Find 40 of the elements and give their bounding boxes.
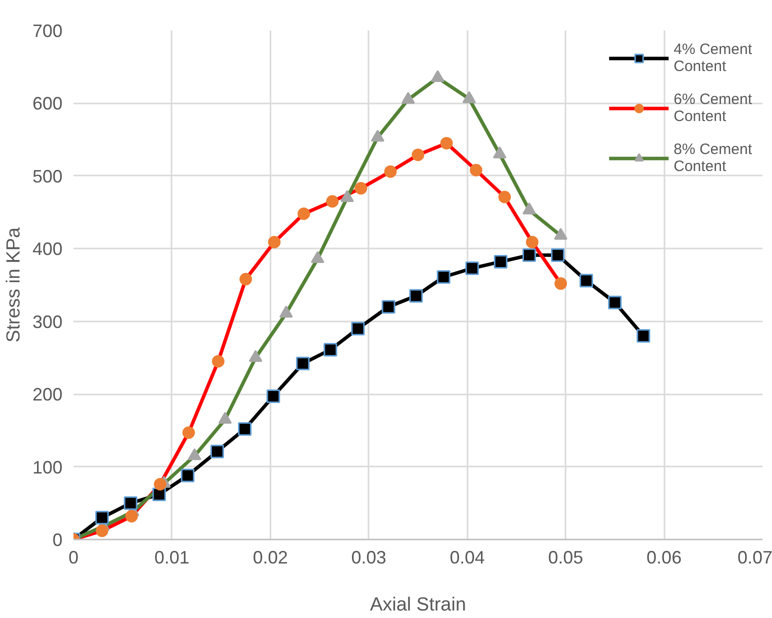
y-tick-label: 600 — [32, 94, 63, 114]
legend-label: 6% Cement Content — [674, 90, 752, 126]
y-tick-label: 400 — [32, 239, 63, 260]
point — [95, 510, 109, 524]
legend-label: 4% Cement Content — [674, 40, 752, 76]
x-tick-label: 0 — [68, 548, 79, 568]
point — [382, 300, 396, 314]
x-tick-label: 0.02 — [252, 548, 288, 568]
point — [238, 422, 252, 436]
y-tick-label: 300 — [32, 312, 63, 332]
y-tick-label: 700 — [32, 21, 63, 41]
point — [266, 390, 280, 404]
point — [522, 248, 536, 262]
point — [551, 248, 565, 262]
point — [608, 296, 622, 310]
point — [436, 270, 450, 284]
point — [210, 444, 224, 458]
point — [351, 322, 365, 336]
point — [580, 274, 594, 288]
point — [465, 262, 479, 276]
point — [324, 342, 338, 356]
x-axis-title: Axial Strain — [370, 594, 466, 616]
x-tick-label: 0.06 — [646, 548, 682, 568]
x-tick-label: 0.07 — [737, 548, 772, 568]
y-tick-label: 500 — [32, 166, 63, 186]
x-tick-label: 0.04 — [450, 548, 485, 568]
point — [636, 329, 650, 343]
y-tick-label: 100 — [32, 457, 63, 478]
point — [494, 254, 508, 268]
point — [296, 356, 310, 370]
x-tick-label: 0.05 — [548, 548, 584, 568]
y-tick-label: 0 — [52, 530, 63, 550]
legend-label: 8% Cement Content — [674, 140, 752, 176]
point — [180, 468, 194, 482]
point — [124, 496, 138, 510]
x-tick-label: 0.01 — [154, 548, 190, 568]
y-axis-title: Stress in KPa — [3, 227, 24, 343]
x-tick-label: 0.03 — [351, 548, 386, 568]
y-tick-label: 200 — [32, 384, 63, 405]
point — [409, 289, 423, 303]
